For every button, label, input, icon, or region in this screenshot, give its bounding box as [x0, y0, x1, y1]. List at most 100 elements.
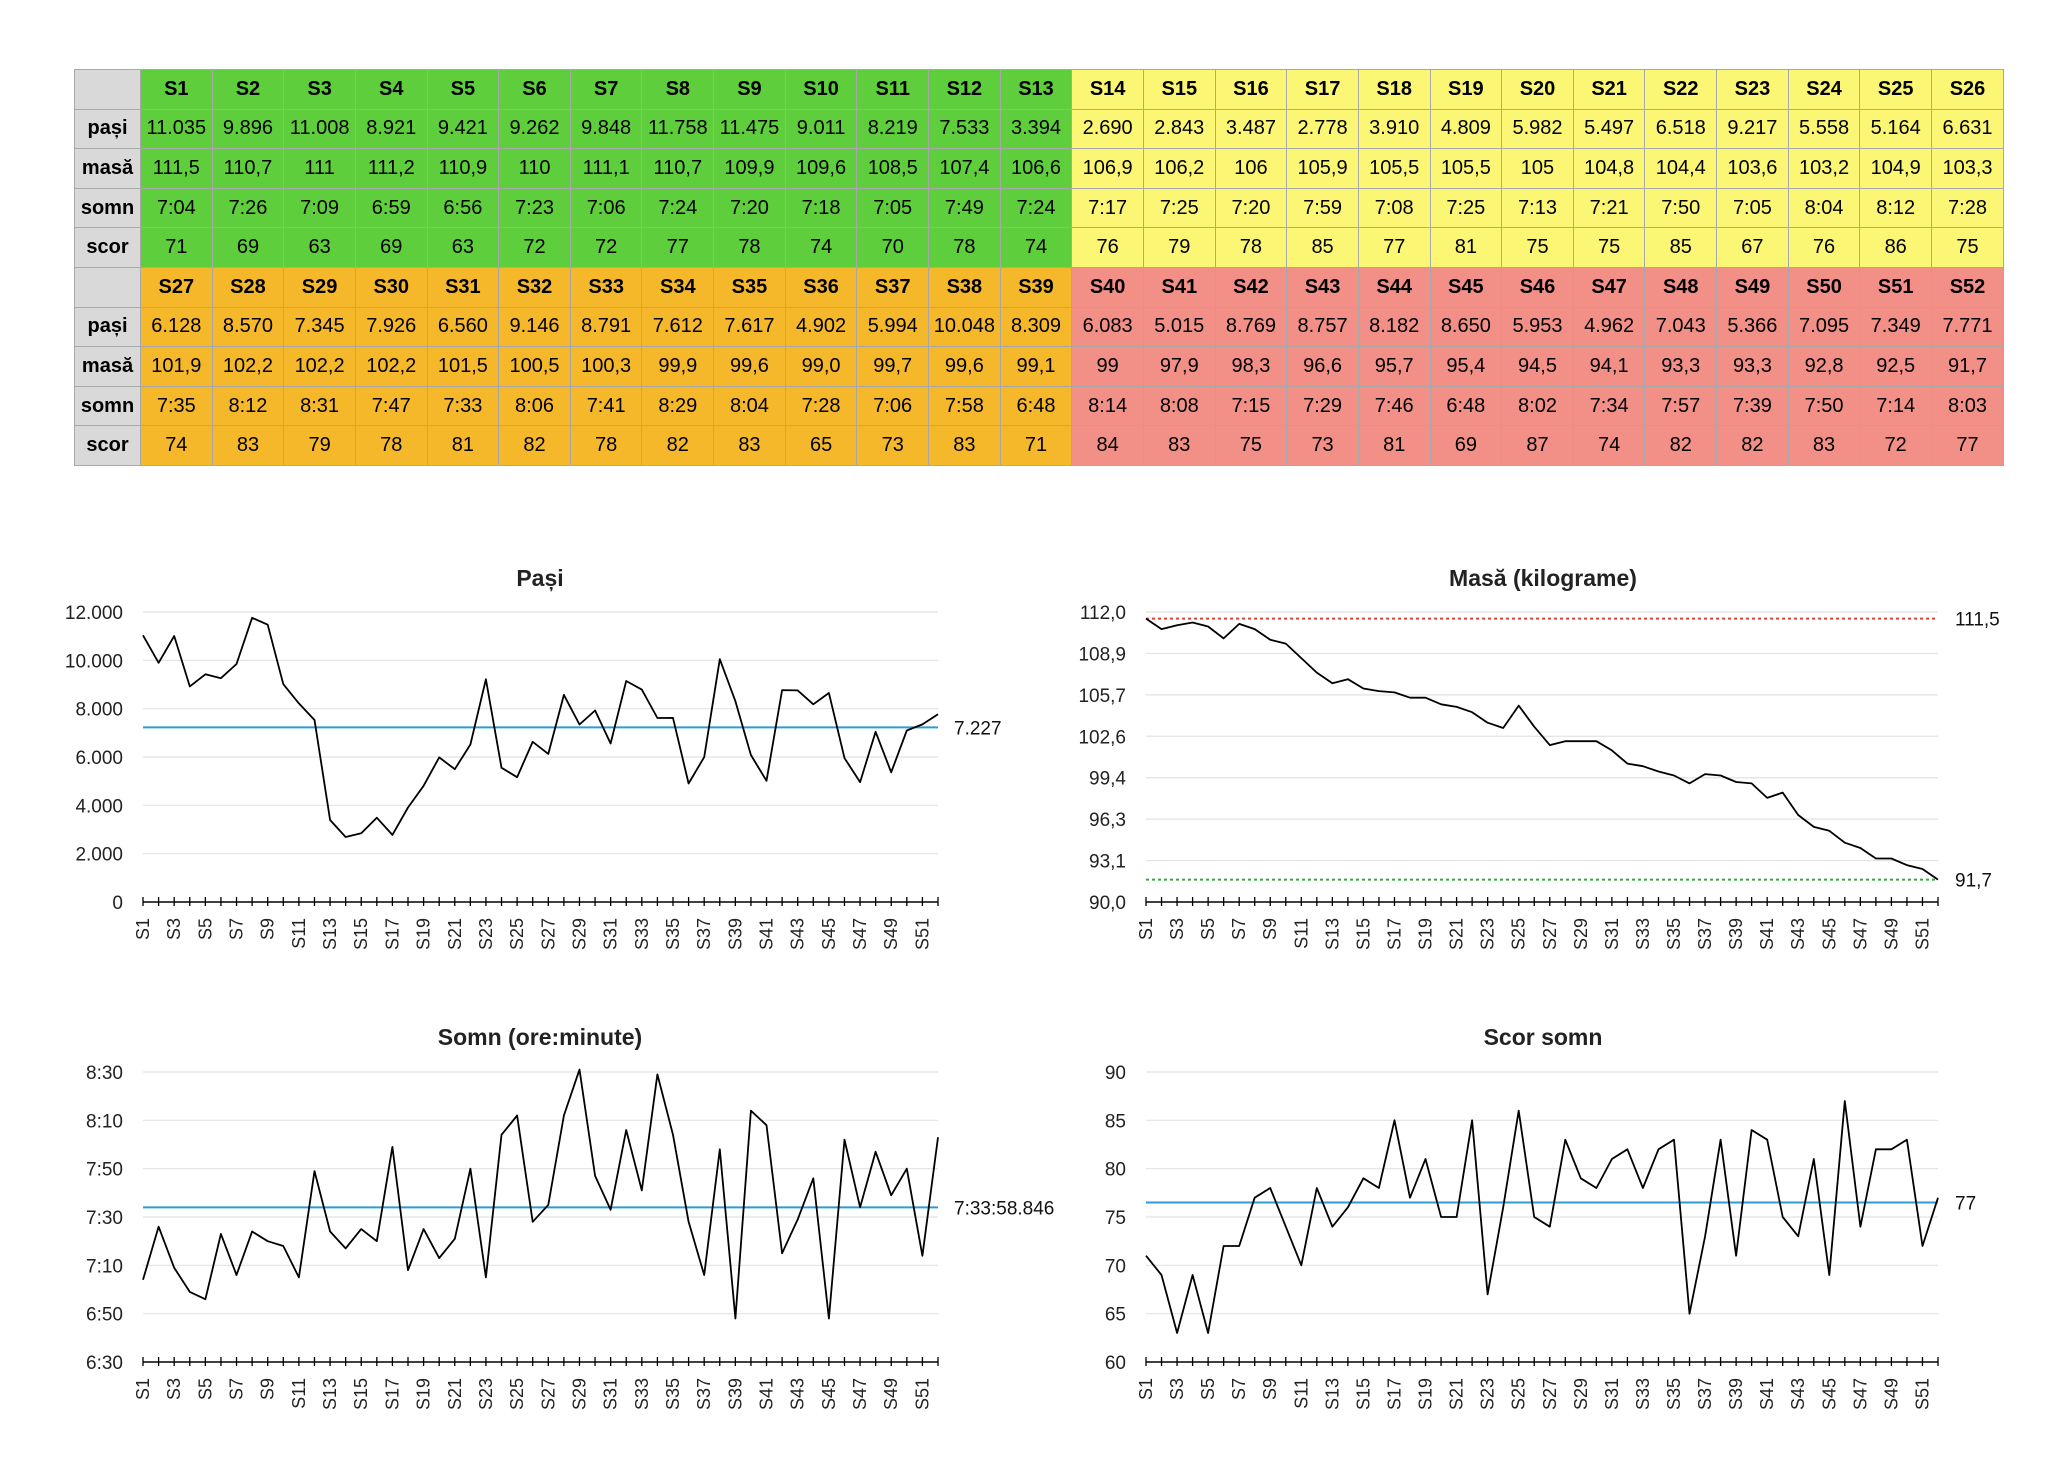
table-cell: 83 — [1787, 425, 1861, 466]
x-tick-label: S41 — [757, 918, 777, 950]
table-week-header: S37 — [856, 266, 930, 308]
table-cell: 7:20 — [1214, 187, 1288, 229]
y-tick-label: 7:50 — [86, 1160, 123, 1181]
table-cell: 7.043 — [1644, 306, 1718, 348]
x-tick-label: S47 — [1850, 918, 1870, 950]
table-cell: 7:29 — [1286, 385, 1359, 427]
table-cell: 72 — [569, 227, 643, 268]
table-week-header: S8 — [641, 69, 715, 110]
table-cell: 99,6 — [928, 346, 1001, 387]
x-tick-label: S33 — [632, 918, 652, 950]
reference-line-label: 111,5 — [1955, 610, 2000, 631]
table-week-header: S42 — [1214, 266, 1288, 308]
table-cell: 72 — [498, 227, 571, 268]
y-tick-label: 7:10 — [86, 1256, 123, 1277]
table-week-header: S36 — [784, 266, 858, 308]
table-week-header: S21 — [1572, 69, 1646, 110]
x-tick-label: S45 — [1819, 1378, 1839, 1410]
table-cell: 5.953 — [1501, 306, 1574, 348]
table-week-header: S38 — [928, 266, 1001, 308]
table-row-label: pași — [74, 108, 141, 150]
table-cell: 82 — [641, 425, 715, 466]
x-tick-label: S9 — [1260, 918, 1280, 940]
x-tick-label: S35 — [663, 918, 683, 950]
table-cell: 82 — [498, 425, 571, 466]
table-week-header: S35 — [713, 266, 786, 308]
y-tick-label: 108,9 — [1078, 644, 1126, 665]
x-tick-label: S9 — [258, 918, 278, 940]
y-tick-label: 8:30 — [86, 1063, 123, 1084]
table-week-header: S17 — [1286, 69, 1359, 110]
y-tick-label: 75 — [1105, 1208, 1126, 1229]
table-cell: 82 — [1716, 425, 1789, 466]
table-week-header: S14 — [1071, 69, 1144, 110]
x-tick-label: S21 — [445, 918, 465, 950]
x-tick-label: S43 — [788, 1378, 808, 1410]
table-cell: 7:09 — [283, 187, 356, 229]
table-cell: 9.421 — [426, 108, 500, 150]
y-tick-label: 70 — [1105, 1256, 1126, 1277]
table-week-header: S23 — [1716, 69, 1789, 110]
y-tick-label: 10.000 — [65, 651, 123, 672]
y-tick-label: 60 — [1105, 1353, 1126, 1374]
table-week-header: S46 — [1501, 266, 1574, 308]
table-cell: 73 — [1286, 425, 1359, 466]
table-cell: 83 — [1142, 425, 1216, 466]
x-tick-label: S11 — [1291, 1378, 1311, 1409]
x-tick-label: S25 — [1509, 1378, 1529, 1410]
table-cell: 7:21 — [1572, 187, 1646, 229]
table-corner — [74, 266, 141, 308]
chart-title: Masă (kilograme) — [1449, 565, 1637, 591]
table-cell: 5.366 — [1716, 306, 1789, 348]
x-tick-label: S3 — [164, 1378, 184, 1400]
table-week-header: S39 — [999, 266, 1073, 308]
table-week-header: S18 — [1357, 69, 1431, 110]
table-cell: 78 — [713, 227, 786, 268]
table-cell: 8:12 — [1859, 187, 1933, 229]
x-tick-label: S5 — [195, 1378, 215, 1400]
table-row-label: somn — [74, 385, 141, 427]
table-cell: 108,5 — [856, 148, 930, 189]
table-week-header: S51 — [1859, 266, 1933, 308]
table-cell: 94,5 — [1501, 346, 1574, 387]
x-tick-label: S47 — [850, 1378, 870, 1410]
x-tick-label: S9 — [1260, 1378, 1280, 1400]
chart-masa: Masă (kilograme) 90,0 93,1 96,3 99,4 102,6 105… — [1078, 565, 1999, 950]
x-tick-label: S23 — [476, 1378, 496, 1410]
y-tick-label: 6.000 — [75, 748, 123, 769]
x-tick-label: S29 — [1571, 918, 1591, 950]
table-week-header: S44 — [1357, 266, 1431, 308]
x-tick-label: S25 — [507, 1378, 527, 1410]
x-tick-label: S27 — [538, 1378, 558, 1410]
table-cell: 105,5 — [1429, 148, 1503, 189]
x-tick-label: S39 — [1726, 918, 1746, 950]
table-cell: 105,9 — [1286, 148, 1359, 189]
x-tick-label: S19 — [414, 918, 434, 950]
table-cell: 7:39 — [1716, 385, 1789, 427]
table-cell: 99,7 — [856, 346, 930, 387]
x-tick-label: S35 — [663, 1378, 683, 1410]
x-tick-label: S21 — [1447, 1378, 1467, 1410]
table-cell: 95,7 — [1357, 346, 1431, 387]
x-tick-label: S43 — [1788, 1378, 1808, 1410]
table-cell: 8:29 — [641, 385, 715, 427]
weekly-data-table: S1 S2 S3 S4 S5 S6 S7 S8 S9 S10 S11 S12 S13 S14 S15 S16 S… — [74, 69, 2004, 466]
table-cell: 82 — [1644, 425, 1718, 466]
table-cell: 92,8 — [1787, 346, 1861, 387]
table-cell: 100,5 — [498, 346, 571, 387]
reference-line-label: 77 — [1955, 1194, 1976, 1215]
table-cell: 99,1 — [999, 346, 1073, 387]
table-row-label: somn — [74, 187, 141, 229]
x-tick-label: S33 — [1633, 1378, 1653, 1410]
table-week-header: S45 — [1429, 266, 1503, 308]
table-week-header: S9 — [713, 69, 786, 110]
table-cell: 91,7 — [1931, 346, 2004, 387]
table-cell: 7:20 — [713, 187, 786, 229]
table-cell: 96,6 — [1286, 346, 1359, 387]
x-tick-label: S15 — [1353, 1378, 1373, 1410]
table-cell: 7.349 — [1859, 306, 1933, 348]
table-cell: 8:04 — [1787, 187, 1861, 229]
y-tick-label: 4.000 — [75, 796, 123, 817]
table-cell: 101,9 — [140, 346, 213, 387]
x-tick-label: S7 — [227, 918, 247, 940]
